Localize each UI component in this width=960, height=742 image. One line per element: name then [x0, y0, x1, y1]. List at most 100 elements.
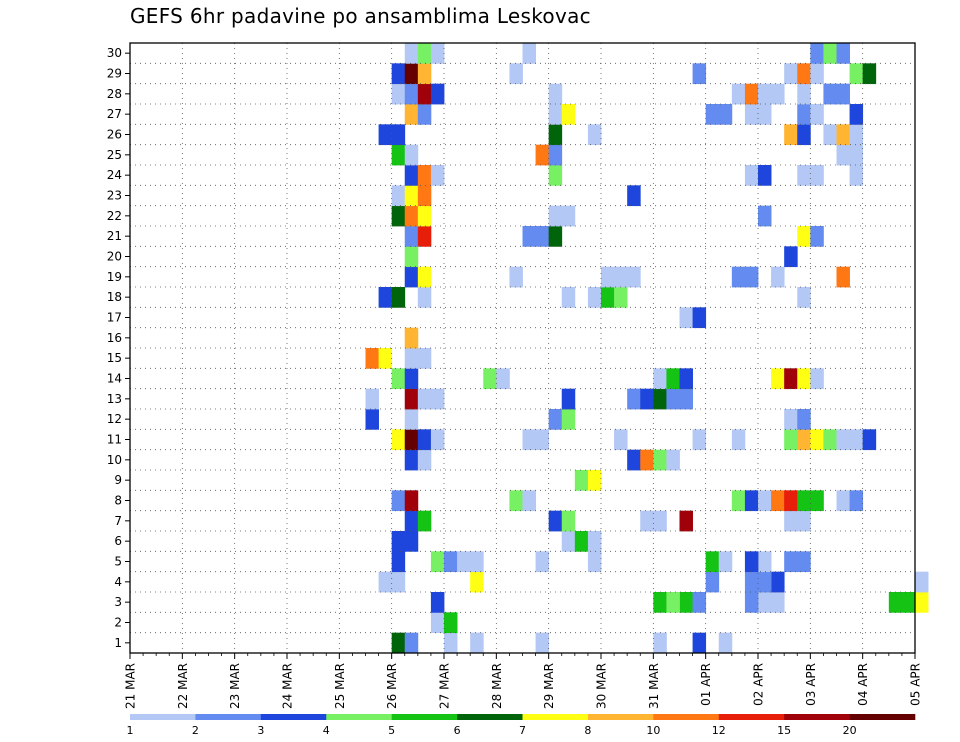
- heatmap-cell: [496, 368, 510, 390]
- heatmap-cell: [561, 409, 576, 430]
- heatmap-cell: [705, 104, 720, 125]
- colorbar-swatch: [326, 714, 392, 720]
- heatmap-cell: [548, 165, 563, 186]
- heatmap-cell: [561, 531, 576, 552]
- heatmap-cell: [705, 571, 720, 593]
- heatmap-cell: [744, 490, 759, 512]
- heatmap-cell: [653, 449, 667, 471]
- heatmap-cell: [561, 510, 576, 532]
- heatmap-cell: [365, 348, 379, 369]
- y-tick-label: 23: [107, 189, 122, 203]
- x-tick-label: 29 MAR: [542, 663, 556, 709]
- heatmap-cell: [679, 510, 693, 532]
- heatmap-cell: [404, 531, 419, 552]
- heatmap-cells: [365, 43, 929, 654]
- gridlines: [130, 43, 915, 653]
- heatmap-cell: [797, 510, 811, 532]
- heatmap-cell: [679, 368, 693, 390]
- heatmap-cell: [692, 63, 707, 85]
- heatmap-cell: [378, 571, 393, 593]
- heatmap-cell: [797, 83, 811, 105]
- heatmap-cell: [849, 124, 864, 146]
- heatmap-cell: [404, 348, 419, 369]
- heatmap-cell: [653, 632, 667, 654]
- heatmap-cell: [666, 388, 680, 410]
- heatmap-cell: [561, 287, 576, 308]
- colorbar-swatch: [457, 714, 523, 720]
- x-tick-label: 05 APR: [909, 663, 923, 706]
- heatmap-cell: [417, 63, 432, 85]
- heatmap-cell: [391, 205, 406, 227]
- y-tick-label: 6: [114, 534, 122, 548]
- heatmap-cell: [784, 124, 798, 146]
- heatmap-cell: [784, 246, 798, 268]
- heatmap-cell: [404, 490, 419, 512]
- heatmap-cell: [836, 83, 850, 105]
- colorbar-swatch: [653, 714, 720, 720]
- y-tick-label: 8: [114, 494, 122, 508]
- heatmap-cell: [784, 368, 798, 390]
- heatmap-cell: [417, 348, 432, 369]
- heatmap-cell: [391, 63, 406, 85]
- y-tick-label: 11: [107, 433, 122, 447]
- heatmap-cell: [522, 490, 536, 512]
- colorbar-label: 10: [646, 724, 660, 737]
- heatmap-cell: [823, 43, 837, 64]
- heatmap-cell: [758, 165, 772, 186]
- heatmap-cell: [836, 43, 850, 64]
- heatmap-cell: [784, 409, 798, 430]
- y-tick-label: 13: [107, 392, 122, 406]
- colorbar-label: 1: [127, 724, 134, 737]
- y-tick-label: 4: [114, 575, 122, 589]
- heatmap-cell: [836, 490, 850, 512]
- heatmap-cell: [705, 551, 720, 573]
- y-tick-label: 1: [114, 636, 122, 650]
- colorbar-label: 15: [777, 724, 791, 737]
- y-tick-label: 18: [107, 290, 122, 304]
- heatmap-cell: [417, 83, 432, 105]
- heatmap-cell: [470, 551, 484, 573]
- heatmap-cell: [797, 409, 811, 430]
- colorbar-label: 8: [584, 724, 591, 737]
- heatmap-cell: [731, 266, 746, 288]
- heatmap-cell: [470, 571, 484, 593]
- heatmap-cell: [849, 63, 864, 85]
- heatmap-cell: [430, 83, 445, 105]
- heatmap-cell: [404, 144, 419, 166]
- heatmap-cell: [758, 592, 772, 613]
- heatmap-cell: [823, 429, 837, 451]
- colorbar: 1 2 3 4 5 6 7 8 10 12 15 20: [127, 714, 916, 737]
- heatmap-cell: [758, 490, 772, 512]
- heatmap-cell: [901, 592, 916, 613]
- heatmap-cell: [810, 165, 824, 186]
- heatmap-cell: [404, 368, 419, 390]
- heatmap-cell: [391, 83, 406, 105]
- heatmap-cell: [417, 429, 432, 451]
- heatmap-cell: [404, 43, 419, 64]
- heatmap-cell: [836, 144, 850, 166]
- heatmap-cell: [758, 571, 772, 593]
- heatmap-cell: [744, 571, 759, 593]
- heatmap-cell: [430, 612, 445, 634]
- heatmap-cell: [391, 144, 406, 166]
- heatmap-cell: [627, 185, 641, 207]
- heatmap-cell: [391, 124, 406, 146]
- heatmap-cell: [784, 429, 798, 451]
- heatmap-cell: [587, 551, 602, 573]
- heatmap-cell: [744, 551, 759, 573]
- heatmap-cell: [614, 287, 628, 308]
- y-tick-label: 26: [107, 128, 122, 142]
- heatmap-cell: [548, 226, 563, 247]
- x-tick-label: 04 APR: [856, 663, 870, 706]
- heatmap-cell: [810, 429, 824, 451]
- heatmap-cell: [522, 43, 536, 64]
- y-tick-label: 10: [107, 453, 122, 467]
- heatmap-cell: [535, 551, 550, 573]
- heatmap-cell: [378, 287, 393, 308]
- heatmap-cell: [509, 266, 523, 288]
- x-axis: 21 MAR 22 MAR 23 MAR 24 MAR 25 MAR 26 MAR 27 M…: [124, 653, 923, 709]
- x-tick-label: 30 MAR: [595, 663, 609, 709]
- heatmap-cell: [627, 388, 641, 410]
- heatmap-cell: [666, 449, 680, 471]
- heatmap-cell: [561, 388, 576, 410]
